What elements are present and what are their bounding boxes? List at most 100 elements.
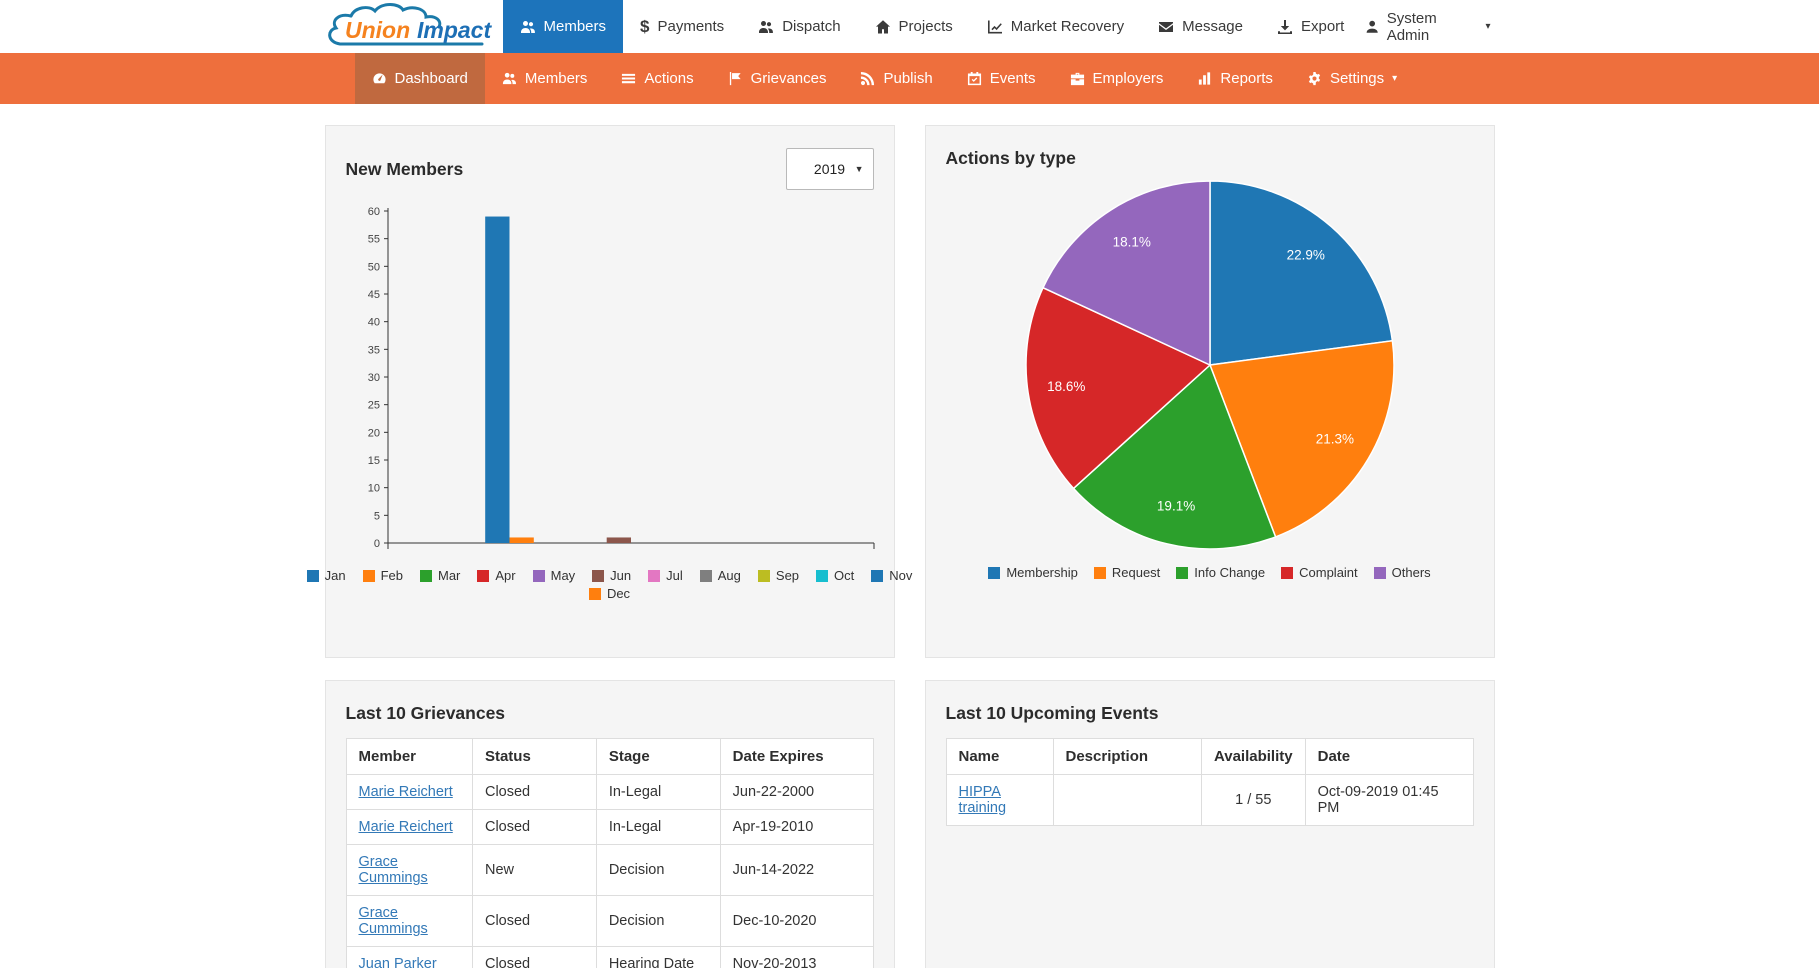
top-navigation-bar: Union Impact Members $ Payments Dispatch Pro… — [0, 0, 1819, 53]
legend-swatch — [648, 569, 661, 582]
cell-member: Juan Parker — [345, 946, 473, 968]
top-nav-item-members[interactable]: Members — [502, 0, 624, 53]
caret-down-icon: ▾ — [1392, 72, 1398, 84]
legend-swatch — [477, 569, 490, 582]
sub-nav-item-events[interactable]: Events — [950, 53, 1053, 104]
pie-slice-percent-label: 18.6% — [1047, 379, 1085, 394]
new-members-title: New Members — [345, 158, 464, 179]
grievances-table: Member Status Stage Date Expires Marie Reich… — [345, 738, 874, 968]
top-nav-item-export[interactable]: Export — [1260, 0, 1361, 53]
actions-pie-chart: 22.9% 21.3% 19.1% 18.6% 18.1% — [946, 175, 1474, 555]
y-axis-tick-label: 30 — [367, 372, 379, 384]
legend-item-membership: Membership — [988, 565, 1078, 580]
sub-nav-item-employers[interactable]: Employers — [1053, 53, 1181, 104]
upcoming-events-table: Name Description Availability Date HIPPA tra… — [945, 738, 1474, 826]
sub-nav-item-reports-label: Reports — [1220, 70, 1273, 87]
sub-nav-item-settings[interactable]: Settings ▾ — [1290, 53, 1414, 104]
upcoming-events-panel: Last 10 Upcoming Events Name Description A… — [924, 680, 1495, 968]
legend-label: Oct — [834, 568, 855, 583]
cell-stage: Decision — [595, 895, 721, 947]
legend-swatch — [1093, 566, 1106, 579]
union-impact-logo[interactable]: Union Impact — [325, 0, 493, 53]
column-header-date: Date — [1304, 738, 1474, 775]
sub-nav-item-reports[interactable]: Reports — [1180, 53, 1290, 104]
legend-swatch — [871, 569, 884, 582]
member-link[interactable]: Marie Reichert — [358, 784, 453, 800]
member-link[interactable]: Grace Cummings — [358, 854, 428, 886]
legend-label: Feb — [380, 568, 403, 583]
cell-description — [1052, 774, 1202, 826]
cell-availability: 1 / 55 — [1200, 774, 1306, 826]
legend-label: Membership — [1006, 565, 1078, 580]
module-navigation-bar: Dashboard Members Actions Grievances Publish… — [0, 53, 1819, 104]
pie-slice-complaint — [1024, 286, 1211, 490]
legend-item-aug: Aug — [699, 568, 741, 583]
y-axis-tick-label: 35 — [367, 344, 379, 356]
legend-item-mar: Mar — [419, 568, 461, 583]
member-link[interactable]: Marie Reichert — [358, 819, 453, 835]
sub-nav-item-grievances[interactable]: Grievances — [711, 53, 844, 104]
column-header-name: Name — [945, 738, 1054, 775]
grievances-title: Last 10 Grievances — [345, 703, 506, 723]
pie-slice-percent-label: 18.1% — [1112, 235, 1150, 250]
y-axis-tick-label: 45 — [367, 289, 379, 301]
y-axis-tick-label: 0 — [373, 538, 379, 550]
cell-status: Closed — [471, 809, 597, 845]
legend-swatch — [362, 569, 375, 582]
sub-nav-item-settings-label: Settings — [1329, 70, 1385, 87]
sub-nav-item-members[interactable]: Members — [485, 53, 605, 104]
cell-stage: Decision — [595, 844, 721, 896]
sub-nav-item-members-label: Members — [524, 70, 588, 87]
legend-item-jul: Jul — [648, 568, 683, 583]
top-nav-item-members-label: Members — [543, 18, 607, 35]
upcoming-events-title: Last 10 Upcoming Events — [945, 703, 1159, 723]
y-axis-tick-label: 60 — [367, 206, 379, 218]
dashboard-icon — [372, 71, 387, 86]
cell-date-expires: Jun-22-2000 — [719, 774, 874, 810]
top-nav-item-payments[interactable]: $ Payments — [623, 0, 741, 53]
chart-line-icon — [987, 19, 1003, 35]
cell-member: Grace Cummings — [345, 895, 473, 947]
legend-label: Jun — [610, 568, 632, 583]
member-link[interactable]: Juan Parker — [358, 956, 437, 968]
pie-slice-others — [1041, 180, 1211, 367]
top-nav-items: Members $ Payments Dispatch Projects Market R… — [502, 0, 1362, 53]
year-select[interactable]: 2019 ▼ — [785, 148, 874, 190]
top-nav-item-dispatch[interactable]: Dispatch — [741, 0, 857, 53]
legend-label: Sep — [775, 568, 800, 583]
legend-label: Request — [1111, 565, 1161, 580]
rss-icon — [860, 71, 875, 86]
column-header-date-expires: Date Expires — [719, 738, 874, 775]
user-menu-system-admin[interactable]: System Admin ▾ — [1361, 0, 1494, 53]
list-icon — [621, 71, 636, 86]
user-menu-label: System Admin — [1386, 9, 1437, 44]
logo-impact-text: Impact — [417, 17, 492, 43]
envelope-icon — [1158, 19, 1174, 35]
legend-item-request: Request — [1093, 565, 1161, 580]
member-link[interactable]: Grace Cummings — [358, 905, 428, 937]
top-nav-item-dispatch-label: Dispatch — [782, 18, 841, 35]
legend-label: Mar — [437, 568, 461, 583]
name-link[interactable]: HIPPA training — [958, 784, 1007, 816]
sub-nav-item-dashboard-label: Dashboard — [394, 70, 468, 87]
top-nav-item-message[interactable]: Message — [1141, 0, 1260, 53]
sub-nav-item-actions[interactable]: Actions — [604, 53, 710, 104]
column-header-availability: Availability — [1200, 738, 1306, 775]
sub-nav-item-publish[interactable]: Publish — [843, 53, 949, 104]
legend-swatch — [1373, 566, 1386, 579]
pie-slice-info-change — [1071, 363, 1277, 550]
sub-nav-item-dashboard[interactable]: Dashboard — [354, 53, 485, 104]
legend-label: Jul — [666, 568, 683, 583]
users-icon — [502, 71, 517, 86]
top-nav-item-market-recovery[interactable]: Market Recovery — [970, 0, 1141, 53]
sub-nav-item-events-label: Events — [989, 70, 1036, 87]
users-icon — [758, 19, 774, 35]
top-nav-item-projects[interactable]: Projects — [858, 0, 970, 53]
top-nav-item-message-label: Message — [1182, 18, 1243, 35]
dollar-icon: $ — [640, 17, 650, 36]
cell-stage: In-Legal — [595, 809, 721, 845]
column-header-description: Description — [1052, 738, 1202, 775]
legend-swatch — [306, 569, 319, 582]
legend-item-others: Others — [1373, 565, 1431, 580]
legend-label: Jan — [324, 568, 346, 583]
